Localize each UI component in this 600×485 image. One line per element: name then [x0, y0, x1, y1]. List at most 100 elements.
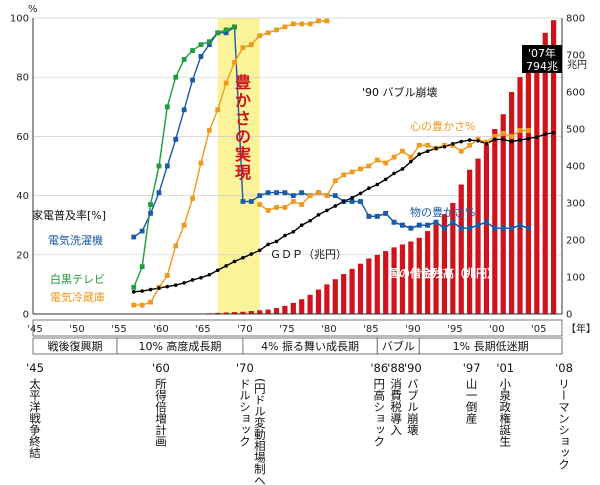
- x-tick-label: '45: [27, 324, 42, 335]
- series-point: [139, 264, 145, 270]
- series-point: [509, 139, 514, 144]
- series-point: [543, 132, 548, 136]
- series-point: [475, 222, 481, 228]
- series-point: [240, 45, 246, 50]
- debt-bar: [248, 311, 254, 314]
- series-point: [416, 142, 422, 148]
- series-point: [157, 286, 161, 290]
- event-text: 太平洋戦争終結: [28, 378, 42, 459]
- series-point: [257, 193, 263, 198]
- series-point: [131, 302, 137, 308]
- series-point: [500, 131, 506, 136]
- debt-bar: [483, 143, 490, 314]
- highlight-label-text: 豊かさの実現: [235, 73, 251, 182]
- event-text: 小泉政権誕生: [498, 378, 512, 447]
- series-point: [173, 243, 179, 249]
- series-point: [383, 210, 389, 216]
- series-point: [383, 160, 389, 166]
- highlight-label-char: 実: [235, 145, 251, 164]
- series-point: [484, 142, 489, 146]
- series-point: [215, 268, 220, 273]
- debt-bar: [441, 214, 448, 314]
- series-point: [249, 252, 254, 256]
- event-year: '97: [463, 361, 481, 375]
- series-point: [316, 213, 321, 217]
- series-point: [181, 57, 187, 62]
- series-point: [442, 225, 447, 231]
- bubble: '07年 794兆: [522, 45, 562, 73]
- series-point: [274, 190, 279, 196]
- series-point: [173, 74, 179, 80]
- debt-bar: [307, 294, 313, 314]
- debt-bar: [374, 254, 380, 314]
- event-text: ドルショック: [238, 378, 252, 447]
- series-point: [139, 302, 145, 308]
- series-point: [241, 255, 245, 260]
- series-point: [517, 128, 523, 133]
- series-point: [324, 18, 330, 24]
- series-point: [325, 208, 329, 213]
- series-point: [417, 152, 422, 156]
- series-point: [206, 42, 212, 48]
- debt-bar: [492, 129, 498, 314]
- series-point: [148, 202, 153, 207]
- series-point: [248, 199, 254, 204]
- era-label: バブル: [382, 339, 415, 353]
- left-tick-label: 80: [16, 73, 29, 84]
- series-point: [400, 167, 405, 171]
- event-text: バブル崩壊: [406, 378, 420, 436]
- x-unit-label: 【年】: [566, 322, 596, 335]
- highlight-label: 豊かさの実現: [235, 73, 251, 182]
- right-tick-label: 100: [566, 273, 585, 284]
- x-tick-row: [32, 319, 563, 337]
- series-point: [358, 166, 363, 172]
- series-point: [265, 208, 271, 213]
- series-point: [164, 104, 170, 110]
- series-point: [199, 275, 203, 280]
- event-year: '08: [555, 361, 573, 375]
- series-point: [442, 144, 447, 149]
- x-tick-label: '50: [69, 324, 84, 335]
- debt-bar: [383, 251, 389, 314]
- series-point: [467, 142, 473, 148]
- series-point: [400, 222, 405, 228]
- event-text: 山一倒産: [465, 378, 479, 425]
- events: '45 太平洋戦争終結 '60 所得倍増計画 '70 ドルショック (円ドル変動相場制へ) '…: [26, 361, 573, 485]
- x-tick-label: '75: [279, 324, 294, 335]
- series-point: [173, 136, 179, 142]
- series-point: [517, 222, 523, 228]
- debt-bar: [475, 158, 481, 314]
- series-point: [425, 142, 431, 148]
- series-point: [148, 287, 153, 292]
- bubble-box: [522, 45, 562, 73]
- series-point: [526, 225, 531, 231]
- event-text: 所得倍増計画: [154, 378, 168, 447]
- event-text: 消費税導入: [389, 377, 403, 435]
- series-point: [366, 163, 372, 169]
- debt-bar: [341, 274, 347, 314]
- event-year: '90: [404, 361, 422, 375]
- series-point: [206, 128, 212, 133]
- era-label: 10% 高度成長期: [138, 339, 221, 353]
- series-point: [492, 134, 498, 139]
- series-point: [332, 193, 338, 198]
- right-tick-label: 200: [566, 236, 585, 247]
- series-point: [266, 242, 270, 247]
- series-point: [349, 169, 355, 175]
- series-point: [257, 33, 263, 39]
- debt-bar: [399, 244, 406, 314]
- series-point: [282, 190, 288, 196]
- series-point: [391, 154, 397, 160]
- debt-bar: [391, 247, 397, 314]
- left-tick-label: 20: [16, 250, 29, 261]
- debt-bar: [273, 308, 280, 314]
- series-markers: [131, 18, 556, 308]
- series-point: [526, 136, 531, 141]
- series-point: [392, 171, 396, 176]
- series-point: [374, 157, 380, 163]
- series-point: [148, 210, 153, 216]
- x-tick-label: '00: [489, 324, 504, 335]
- series-point: [416, 222, 422, 228]
- series-point: [299, 202, 305, 207]
